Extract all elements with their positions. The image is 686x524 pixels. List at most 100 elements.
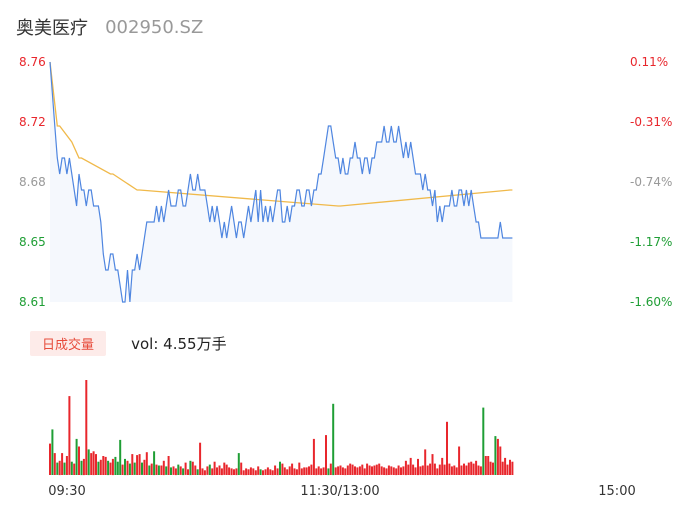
volume-bar [58,460,61,476]
volume-bar [203,470,206,476]
volume-bar [424,449,427,476]
volume-bar [402,466,405,475]
volume-bar [477,465,480,475]
volume-bar [177,464,180,475]
volume-bar [170,467,172,475]
volume-bar [395,468,398,476]
volume-bar [390,466,393,475]
volume-bar [235,468,238,476]
volume-bar [492,462,494,475]
y-tick-label-right: -0.31% [630,115,672,129]
volume-bar [279,461,281,475]
volume-bar [489,461,492,475]
volume-bar [131,454,134,475]
volume-bar [511,461,514,475]
volume-bar [371,466,373,475]
volume-bar [315,468,318,476]
volume-bar [138,454,141,475]
volume-bar [300,468,303,476]
volume-bar [496,438,499,475]
volume-bar [271,470,274,476]
volume-bar [470,461,473,475]
volume-bar [245,468,248,476]
volume-bar [254,470,257,476]
volume-bar [397,465,400,475]
volume-bar [141,462,143,475]
volume-bar [242,470,245,476]
volume-bar [482,407,485,476]
average-price-line [49,61,513,207]
volume-bar [73,463,76,475]
volume-bar [426,465,429,475]
volume-bar [82,458,85,476]
volume-bar [414,467,417,475]
volume-bar [259,469,262,475]
volume-bar [484,456,487,475]
volume-bar [383,467,386,475]
volume-bar [363,468,366,476]
volume-bar [148,465,151,475]
volume-bar [291,463,294,475]
volume-bar [104,456,107,475]
daily-volume-badge[interactable]: 日成交量 [30,331,107,356]
volume-bar [288,466,291,475]
volume-bar [378,463,381,475]
price-area [50,62,513,302]
volume-bar [455,467,458,475]
volume-bar [119,439,122,475]
volume-bar [107,460,110,476]
volume-bar [109,462,112,475]
volume-bar [114,456,117,475]
volume-bar [153,451,156,476]
volume-bar [317,466,320,475]
volume-bar [252,468,255,476]
volume-bar [194,465,197,475]
volume-bar [206,466,209,475]
volume-bar [269,469,272,475]
volume-bar [499,446,502,475]
volume-bar [295,469,298,475]
volume-bar [475,460,478,476]
x-tick-label: 15:00 [598,484,635,499]
volume-readout: vol: 4.55万手 [131,333,226,354]
volume-bar [237,453,240,475]
volume-bar [213,461,216,475]
volume-bar [419,466,422,475]
volume-bar [56,462,59,475]
volume-bar [165,466,168,475]
volume-bar [211,468,214,476]
volume-bar [446,421,448,475]
volume-bar [266,467,269,475]
volume-bar [448,463,451,475]
volume-bar [97,461,100,475]
volume-bar [501,461,504,475]
volume-bar [233,469,235,475]
y-tick-label-right: -0.74% [630,175,672,189]
volume-bar [150,463,153,475]
volume-bar [479,466,482,475]
volume-bar [329,463,332,475]
volume-bar [436,468,439,476]
volume-bar [312,438,315,475]
volume-value: 4.55万手 [163,335,227,353]
volume-bar [126,460,129,476]
volume-bar [286,469,289,475]
volume-bar [216,467,218,475]
volume-bar [276,468,279,476]
volume-bar [467,462,470,475]
volume-bar [298,462,301,475]
y-tick-label-right: -1.17% [630,235,672,249]
volume-bar [458,446,461,475]
y-tick-label-left: 8.76 [19,55,46,69]
volume-bar [167,456,170,475]
volume-bar [308,466,310,475]
volume-bar [90,453,93,475]
volume-bar [332,403,335,476]
volume-bar [509,459,511,475]
volume-bar [124,458,126,476]
volume-bar [102,456,105,475]
volume-bar [429,463,432,475]
volume-bar [187,469,189,475]
volume-bar [172,466,175,475]
